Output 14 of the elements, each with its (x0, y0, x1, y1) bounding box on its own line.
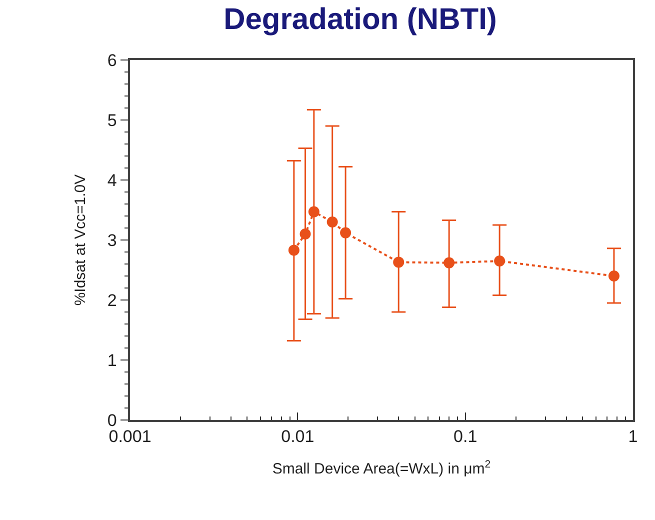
chart-title: Degradation (NBTI) (224, 2, 497, 36)
y-axis-title: %Idsat at Vcc=1.0V (72, 174, 90, 306)
x-tick-label: 1 (628, 427, 638, 446)
y-tick-label: 4 (107, 170, 117, 190)
y-tick-label: 0 (107, 410, 117, 430)
y-tick-label: 1 (107, 350, 117, 370)
y-tick-label: 6 (107, 50, 117, 70)
x-tick-label: 0.01 (281, 427, 314, 446)
y-tick-label: 5 (107, 110, 117, 130)
y-tick-label: 3 (107, 230, 117, 250)
y-tick-label: 2 (107, 290, 117, 310)
x-tick-label: 0.1 (454, 427, 478, 446)
x-tick-label: 0.001 (108, 427, 152, 446)
x-axis-title: Small Device Area(=WxL) in μm$^{2}$ (272, 458, 491, 478)
